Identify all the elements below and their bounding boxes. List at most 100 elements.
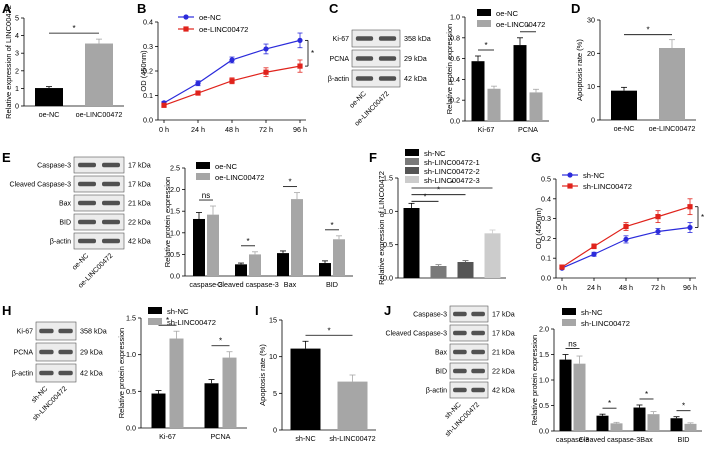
B-point-oe-NC: [195, 80, 201, 86]
J-blot-row-label: Bax: [435, 350, 448, 357]
E-y-tick-label: 0.0: [170, 272, 180, 281]
H-blot-strip: [35, 321, 77, 341]
J-blot-band: [453, 311, 467, 317]
G-legend-marker: [567, 183, 573, 189]
H-legend-label: sh-LINC00472: [167, 318, 216, 327]
C-blot-strip: [351, 29, 401, 48]
A-y-axis-label: Relative expression of LINC00472: [4, 5, 13, 119]
panel-label-H: H: [2, 303, 11, 318]
J-sig-label: *: [645, 390, 648, 399]
F-legend-label: sh-NC: [424, 149, 446, 158]
J-bar-sh-LINC00472-caspase-3: [573, 363, 586, 431]
panel-C-chart: 0.0 0.2 0.4 0.6 0.8 1.0 Relative protein expre…: [445, 13, 549, 134]
I-x-tick-label: sh-LINC00472: [329, 434, 375, 443]
panel-E-chart: 0.0 0.5 1.0 1.5 2.0 2.5 Relative protein expre…: [163, 164, 353, 289]
H-y-axis-label: Relative protein expression: [117, 328, 126, 418]
E-blot-band: [102, 162, 120, 168]
G-series-line-sh-NC: [561, 226, 691, 269]
C-blot-lane-label: oe-NC: [349, 90, 368, 109]
C-y-tick-label: 0.6: [450, 54, 460, 63]
A-bar-oe-LINC00472: [85, 43, 113, 106]
D-y-tick-label: 20: [587, 49, 595, 58]
panel-label-D: D: [571, 1, 580, 16]
F-legend-swatch: [405, 158, 419, 165]
C-blot-row-label: PCNA: [330, 56, 350, 63]
J-bar-sh-LINC00472-BID: [684, 423, 697, 431]
panel-label-B: B: [137, 1, 146, 16]
panel-label-C: C: [329, 1, 339, 16]
G-x-tick-label: 72 h: [651, 283, 665, 292]
A-sig-label: *: [72, 24, 75, 33]
I-y-tick-label: 0: [273, 426, 277, 435]
B-series-line-oe-NC: [163, 39, 301, 104]
E-blot-kda-label: 17 kDa: [128, 161, 151, 170]
C-blot-kda-label: 358 kDa: [404, 34, 431, 43]
D-y-axis-label: Apoptosis rate (%): [575, 39, 584, 101]
B-x-tick-label: 0 h: [159, 125, 169, 134]
G-x-tick-label: 48 h: [619, 283, 633, 292]
J-blot-kda-label: 21 kDa: [492, 348, 515, 357]
F-bar-sh-LINC00472-2: [457, 262, 474, 278]
I-bar-sh-NC: [290, 348, 321, 430]
G-point-sh-NC: [623, 236, 629, 242]
G-legend-label: sh-NC: [583, 171, 605, 180]
C-y-tick-label: 1.0: [450, 13, 460, 22]
E-bar-oe-LINC00472-Cleaved caspase-3: [249, 254, 261, 276]
J-blot-band: [471, 311, 485, 317]
F-y-tick-label: 1.0: [383, 207, 393, 216]
F-y-tick-label: 0.5: [383, 240, 393, 249]
panel-label-G: G: [531, 150, 541, 165]
panel-label-E: E: [2, 150, 11, 165]
G-y-tick-label: 0.0: [541, 274, 551, 283]
panel-B-chart: 0.0 0.1 0.2 0.3 0.4 OD (450nm) 0 h 24 h 48 h 72 h…: [139, 18, 314, 135]
J-blot-kda-label: 17 kDa: [492, 329, 515, 338]
B-y-tick-label: 0.1: [143, 91, 153, 100]
G-sig-label: *: [701, 213, 704, 222]
I-y-tick-label: 10: [269, 352, 277, 361]
B-x-tick-label: 96 h: [293, 125, 307, 134]
E-blot-band: [102, 238, 120, 244]
H-blot-kda-label: 42 kDa: [80, 369, 103, 378]
B-point-oe-NC: [229, 57, 235, 63]
H-blot-strip: [35, 342, 77, 362]
G-point-sh-LINC00472: [591, 243, 597, 249]
D-sig-label: *: [646, 26, 649, 35]
J-blot-row-label: BID: [435, 369, 447, 376]
H-blot-band: [58, 328, 73, 334]
H-blot-row-label: β-actin: [12, 371, 33, 378]
J-blot-band: [471, 349, 485, 355]
C-x-tick-label: Ki-67: [478, 125, 495, 134]
G-point-sh-NC: [655, 228, 661, 235]
E-blot-band: [102, 219, 120, 225]
J-bar-sh-NC-Bax: [633, 407, 646, 431]
E-blot-strip: [73, 156, 125, 174]
J-bar-sh-NC-caspase-3: [559, 359, 572, 431]
J-blot-row-label: Caspase-3: [413, 312, 447, 319]
E-y-axis-label: Relative protein expression: [163, 177, 172, 267]
E-blot-kda-label: 17 kDa: [128, 180, 151, 189]
A-x-tick-label: oe-NC: [39, 110, 60, 119]
C-bar-oe-NC-Ki-67: [471, 61, 485, 121]
B-legend-label: oe-NC: [199, 13, 221, 22]
panel-J-blot: Caspase-3 17 kDa Cleaved Caspase-3 17 kDa Ba…: [386, 305, 515, 438]
E-blot-strip: [73, 194, 125, 212]
B-point-oe-LINC00472: [195, 90, 201, 96]
J-blot-kda-label: 17 kDa: [492, 310, 515, 319]
E-legend-label: oe-LINC00472: [215, 173, 264, 182]
D-bar-oe-LINC00472: [659, 48, 685, 120]
F-legend-swatch: [405, 167, 419, 174]
C-blot-row-label: β-actin: [328, 76, 349, 83]
E-blot-band: [78, 181, 96, 187]
C-sig-label: *: [526, 23, 529, 32]
panel-label-I: I: [255, 303, 259, 318]
C-blot-band: [355, 36, 374, 41]
E-bar-oe-LINC00472-BID: [333, 239, 345, 276]
I-y-tick-label: 15: [269, 316, 277, 325]
G-legend-label: sh-LINC00472: [583, 182, 632, 191]
panel-label-A: A: [2, 1, 12, 16]
A-x-tick-label: oe-LINC00472: [76, 110, 123, 119]
J-blot-strip: [449, 381, 489, 399]
J-legend-swatch: [562, 308, 576, 315]
